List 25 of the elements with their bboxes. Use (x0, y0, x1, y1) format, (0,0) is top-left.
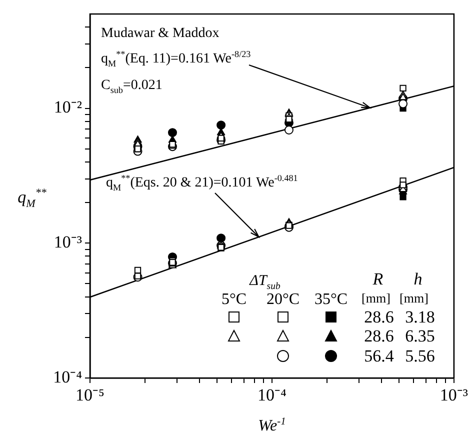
x-tick-label: 10⁻⁵ (76, 386, 105, 405)
annotation: ΔT$_{sub}$ (250, 273, 280, 292)
annotation: 35°C (314, 291, 348, 308)
annotation: q$_{M}$$^{**}$(Eq. 11)=0.161 We$^{-8/23}$ (101, 49, 251, 69)
x-axis-title: We$^{-1}$ (258, 416, 286, 435)
annotation: 5.56 (405, 346, 435, 366)
annotation: [mm] (362, 290, 390, 306)
annotation: h (414, 270, 422, 288)
annotation: 20°C (266, 291, 300, 308)
annotation: 28.6 (364, 326, 394, 346)
y-tick-label: 10⁻² (54, 98, 82, 117)
annotation: C$_{sub}$=0.021 (101, 78, 162, 95)
x-tick-label: 10⁻³ (440, 386, 468, 405)
annotation: 3.18 (405, 308, 435, 326)
annotation: 56.4 (364, 346, 394, 366)
annotation: R (372, 270, 384, 288)
x-tick-label: 10⁻⁴ (258, 386, 287, 405)
annotation: Mudawar & Maddox (101, 26, 220, 41)
y-tick-label: 10⁻³ (54, 232, 82, 252)
y-tick-label: 10⁻⁴ (53, 367, 82, 386)
annotation: [mm] (400, 290, 428, 306)
annotation: 6.35 (405, 326, 435, 346)
annotation: 28.6 (364, 308, 394, 326)
annotation: q$_{M}$$^{**}$(Eqs. 20 & 21)=0.101 We$^{-0.481}$ (106, 173, 298, 193)
annotation: 5°C (221, 291, 247, 308)
